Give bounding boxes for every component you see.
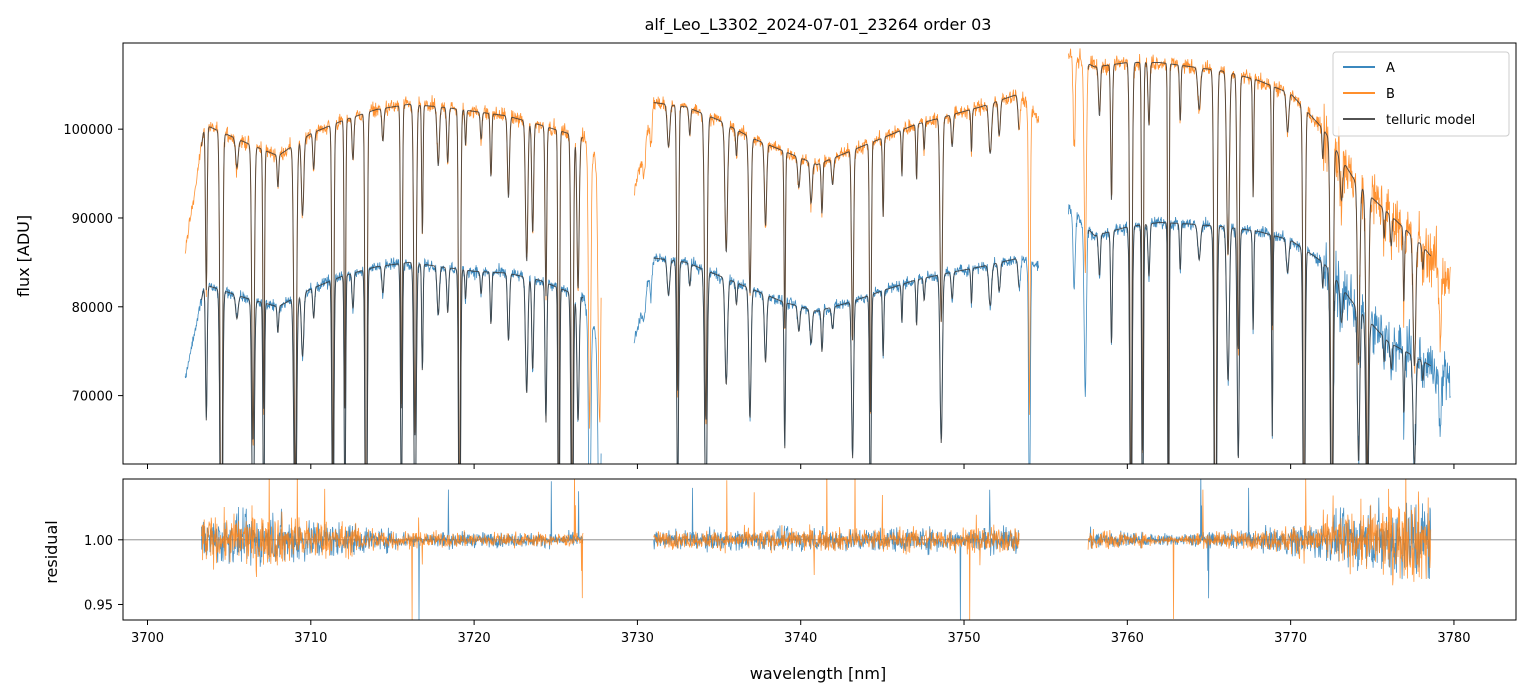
- telluric-model-a-segment-3: [1087, 221, 1431, 464]
- flux-y-tick-label-90000: 90000: [72, 212, 113, 227]
- flux-y-tick-label-100000: 100000: [63, 123, 113, 138]
- telluric-model-a-segment-2: [653, 257, 1020, 464]
- flux-y-tick-label-80000: 80000: [72, 301, 113, 316]
- flux-plot-area: [184, 48, 1451, 464]
- residual-b-segment-3: [1087, 479, 1432, 620]
- x-tick-label-3730: 3730: [621, 631, 654, 646]
- residual-panel-frame: [122, 478, 1517, 621]
- legend: A B telluric model: [1332, 51, 1510, 137]
- series-a-segment-2: [633, 253, 1040, 464]
- residual-y-axis-label: residual: [42, 520, 61, 583]
- legend-label-b: B: [1386, 87, 1395, 102]
- x-tick-label-3750: 3750: [947, 631, 980, 646]
- chart-title: alf_Leo_L3302_2024-07-01_23264 order 03: [645, 15, 992, 35]
- x-tick-label-3710: 3710: [294, 631, 327, 646]
- flux-panel: 70000 80000 90000 100000 flux [ADU] A B tel…: [14, 42, 1517, 469]
- flux-x-ticks: [146, 464, 1455, 469]
- residual-panel: 0.95 1.00 3700 3710 3720 3730 3740 3750 3760 377…: [42, 478, 1517, 683]
- flux-y-ticks: 70000 80000 90000 100000: [63, 123, 123, 405]
- telluric-model-b-segment-1: [200, 103, 584, 464]
- x-tick-label-3720: 3720: [458, 631, 491, 646]
- telluric-model-a-segment-1: [200, 261, 584, 464]
- residual-y-ticks: 0.95 1.00: [84, 534, 123, 613]
- flux-panel-frame: [122, 42, 1517, 465]
- residual-y-tick-label-0.95: 0.95: [84, 598, 113, 613]
- legend-label-model: telluric model: [1386, 113, 1475, 128]
- residual-b-segment-1: [201, 479, 584, 620]
- x-tick-label-3770: 3770: [1274, 631, 1307, 646]
- residual-y-tick-label-1.00: 1.00: [84, 534, 113, 549]
- telluric-model-b-segment-2: [653, 94, 1020, 420]
- x-tick-label-3700: 3700: [131, 631, 164, 646]
- residual-plot-area: [123, 479, 1516, 620]
- legend-box: [1332, 51, 1510, 137]
- flux-y-tick-label-70000: 70000: [72, 390, 113, 405]
- x-tick-label-3740: 3740: [784, 631, 817, 646]
- x-axis-label: wavelength [nm]: [750, 664, 887, 683]
- flux-y-axis-label: flux [ADU]: [14, 215, 33, 297]
- telluric-model-b-segment-3: [1087, 62, 1432, 464]
- residual-b-segment-2: [653, 479, 1020, 620]
- legend-label-a: A: [1386, 61, 1395, 76]
- series-b-segment-2: [633, 89, 1040, 425]
- residual-x-ticks: 3700 3710 3720 3730 3740 3750 3760 3770 3780: [131, 620, 1470, 646]
- x-tick-label-3780: 3780: [1437, 631, 1470, 646]
- x-tick-label-3760: 3760: [1111, 631, 1144, 646]
